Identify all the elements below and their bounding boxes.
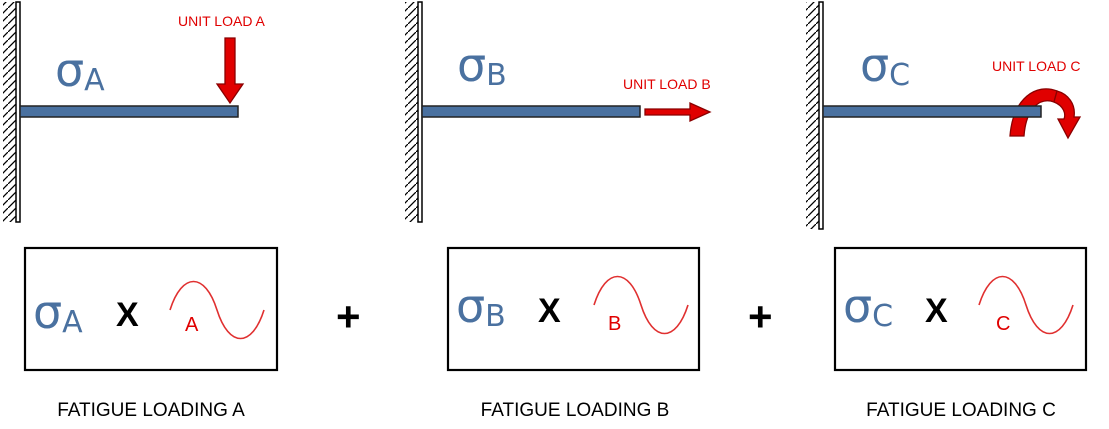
plus-sign-1: + (336, 293, 361, 340)
panel-a: σA UNIT LOAD A (3, 1, 266, 223)
formula-stress-c: σC (843, 279, 893, 334)
plus-sign-2: + (748, 293, 773, 340)
formula-stress-a: σA (33, 285, 83, 340)
vertical-force-arrow-a (215, 37, 245, 105)
panel-c: σC UNIT LOAD C (806, 1, 1082, 230)
multiply-sign-c: X (925, 292, 948, 330)
stress-subscript-a: A (84, 63, 105, 98)
cantilever-beam-a (19, 105, 239, 118)
multiply-sign-a: X (116, 296, 139, 334)
unit-load-label-b: UNIT LOAD B (623, 76, 711, 92)
caption-a: FATIGUE LOADING A (57, 400, 245, 421)
fixed-support-a (3, 1, 21, 223)
cantilever-beam-b (421, 105, 641, 118)
unit-load-label-a: UNIT LOAD A (178, 13, 266, 29)
stress-symbol-a: σ (55, 43, 84, 97)
fixed-support-c (806, 1, 824, 230)
unit-load-label-c: UNIT LOAD C (992, 58, 1080, 74)
stress-symbol-c: σ (860, 38, 889, 92)
stress-label-c: σC (860, 38, 910, 93)
multiply-sign-b: X (538, 292, 561, 330)
stress-symbol-b: σ (457, 38, 486, 92)
stress-subscript-c: C (889, 58, 910, 93)
caption-b: FATIGUE LOADING B (481, 400, 670, 421)
sine-wave-icon-c (978, 275, 1074, 335)
formula-box-c: σC X C (833, 246, 1088, 372)
caption-c: FATIGUE LOADING C (866, 400, 1056, 421)
wave-label-a: A (185, 314, 199, 336)
formula-box-b: σB X B (446, 246, 701, 372)
stress-label-b: σB (457, 38, 507, 93)
wave-label-c: C (996, 313, 1010, 335)
fixed-support-b (405, 1, 423, 223)
cantilever-beam-c (822, 105, 1042, 118)
formula-box-a: σA X A (23, 246, 279, 372)
stress-label-a: σA (55, 43, 105, 98)
formula-stress-b: σB (456, 279, 506, 334)
horizontal-force-arrow-b (644, 101, 712, 123)
sine-wave-icon-b (593, 275, 689, 335)
wave-label-b: B (608, 313, 621, 335)
sine-wave-icon-a (169, 280, 265, 340)
stress-subscript-b: B (486, 58, 507, 93)
moment-arrow-front-c (1053, 90, 1082, 140)
panel-b: σB UNIT LOAD B (405, 1, 712, 223)
